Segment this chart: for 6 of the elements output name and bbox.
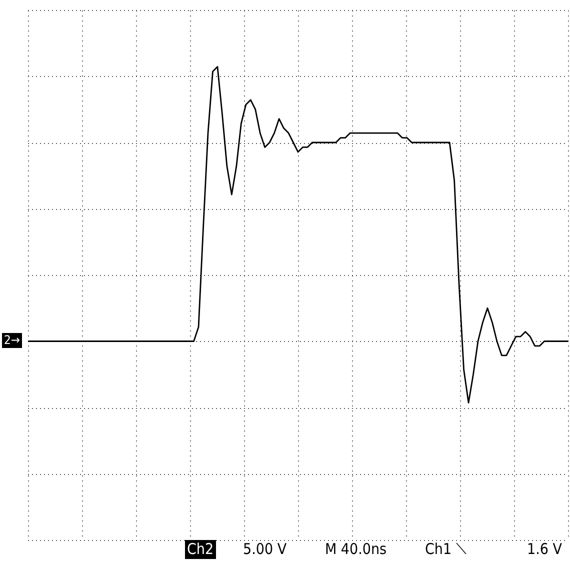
text: Ch2 <box>185 540 216 559</box>
text: M 40.0ns <box>325 540 387 559</box>
text: 1.6 V <box>527 540 562 559</box>
text: 2→ <box>2 333 22 348</box>
text: 5.00 V <box>243 540 287 559</box>
text: Ch1 ⟍ <box>425 540 467 559</box>
